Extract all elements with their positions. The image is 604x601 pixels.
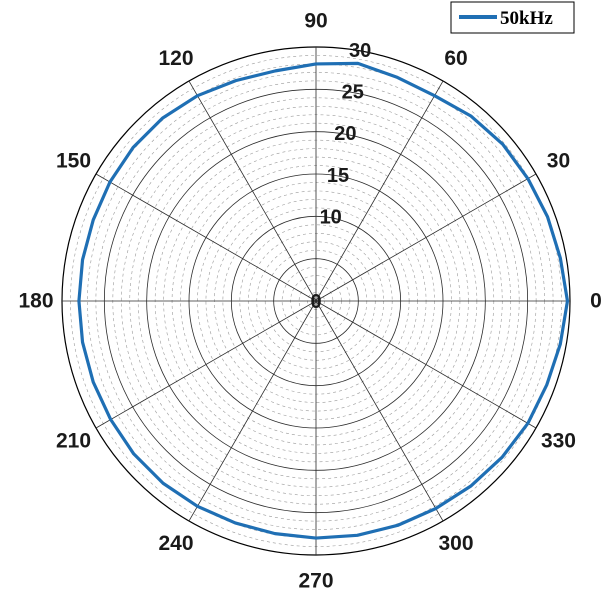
angle-tick-label: 60 bbox=[444, 47, 467, 70]
grid-spoke bbox=[315, 173, 537, 302]
radial-tick-label: 25 bbox=[342, 82, 364, 104]
grid-spoke bbox=[315, 300, 444, 522]
series-line-50khz bbox=[77, 61, 570, 540]
radial-tick-label: 0 bbox=[310, 291, 321, 313]
radial-tick-label: 15 bbox=[327, 165, 349, 187]
angle-tick-label: 90 bbox=[304, 10, 327, 33]
angle-tick-label: 240 bbox=[158, 532, 193, 555]
angle-tick-label: 150 bbox=[56, 150, 91, 173]
grid-spoke bbox=[315, 80, 444, 302]
legend: 50kHz bbox=[450, 1, 575, 34]
grid-spoke bbox=[95, 173, 317, 302]
angle-tick-label: 0 bbox=[590, 290, 602, 313]
angle-tick-label: 300 bbox=[438, 532, 473, 555]
angle-tick-label: 30 bbox=[547, 150, 570, 173]
grid-spoke bbox=[188, 80, 317, 302]
radial-tick-label: 30 bbox=[349, 40, 371, 62]
series-layer bbox=[77, 61, 570, 540]
grid-spoke bbox=[95, 300, 317, 429]
polar-grid bbox=[61, 46, 571, 556]
radial-tick-label: 10 bbox=[320, 207, 342, 229]
grid-spoke bbox=[315, 300, 537, 429]
legend-label-50khz: 50kHz bbox=[500, 8, 553, 29]
angle-tick-label: 330 bbox=[541, 430, 576, 453]
angle-tick-label: 210 bbox=[56, 430, 91, 453]
angle-tick-label: 120 bbox=[158, 47, 193, 70]
angle-tick-label: 180 bbox=[18, 290, 53, 313]
angle-tick-label: 270 bbox=[298, 570, 333, 593]
radial-tick-labels: 0 10 15 20 25 30 bbox=[310, 40, 371, 313]
grid-spoke bbox=[188, 300, 317, 522]
radial-tick-label: 20 bbox=[334, 123, 356, 145]
